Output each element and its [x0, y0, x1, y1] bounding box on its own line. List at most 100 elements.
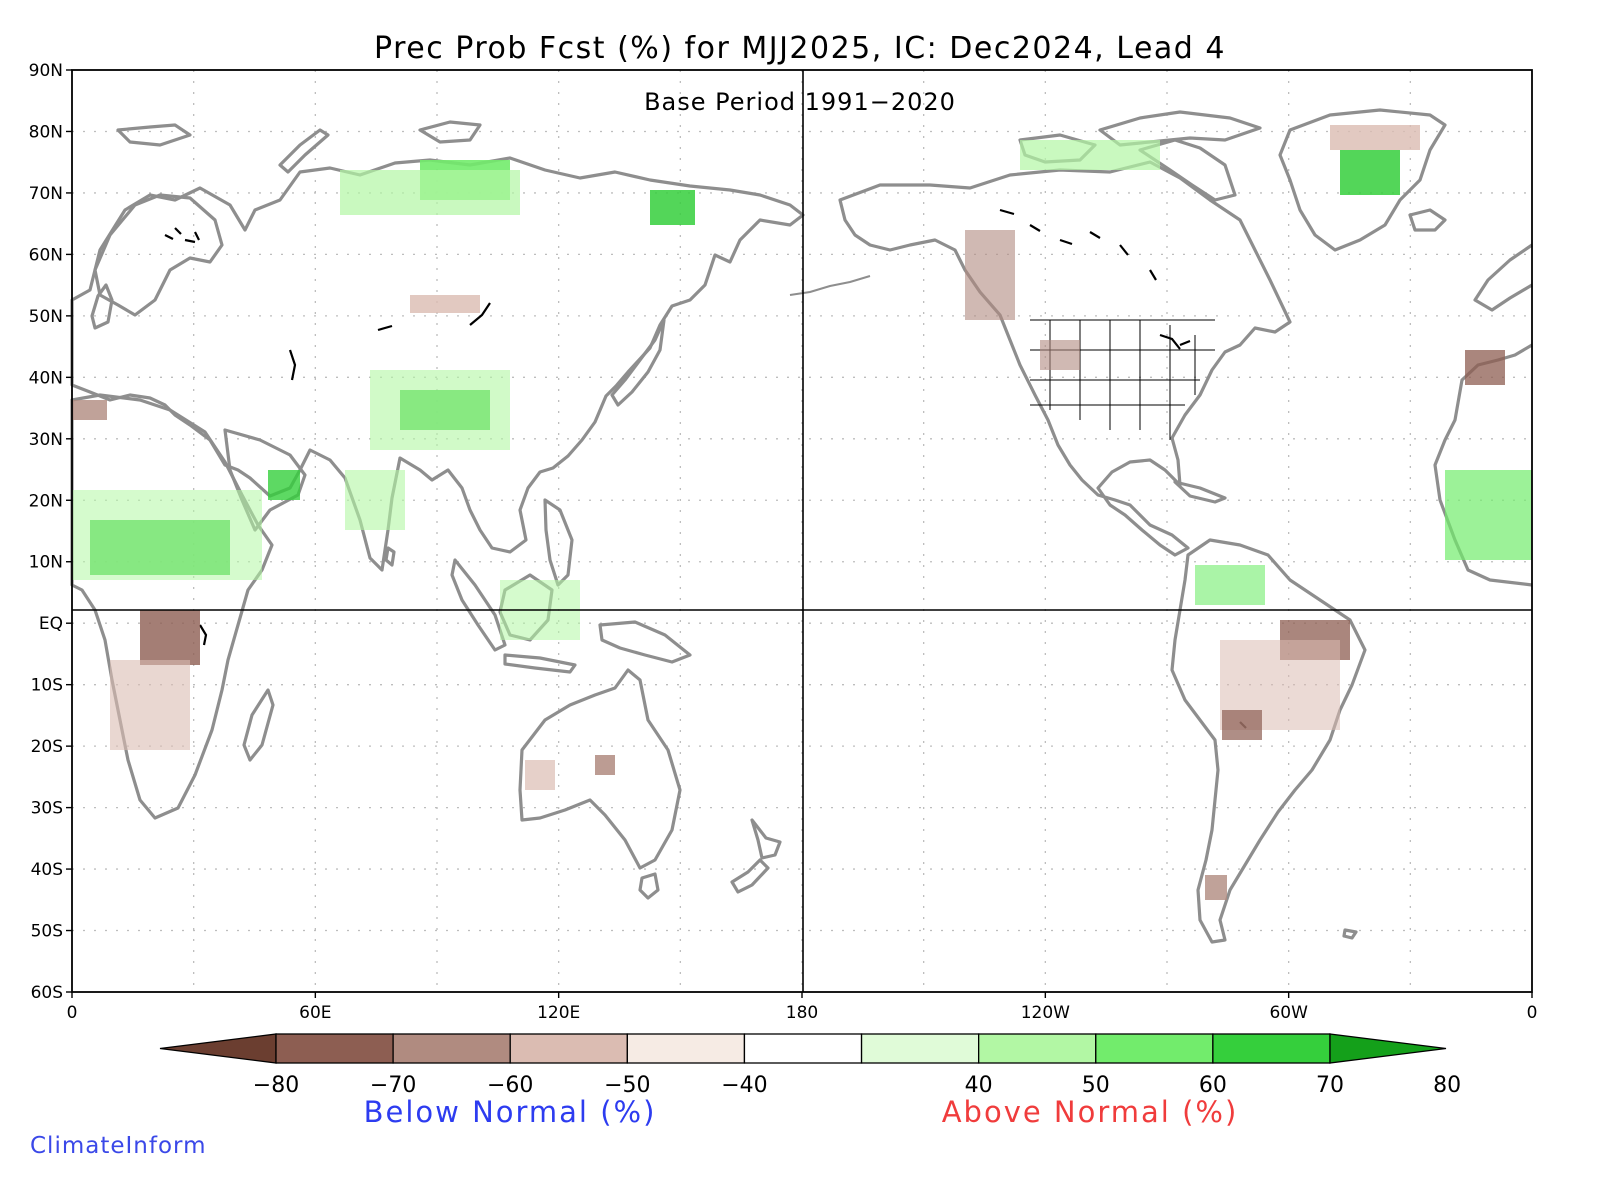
lat-tick-label: 30S: [31, 799, 63, 819]
graticule-gridlines: [72, 70, 1532, 992]
colorbar-bin: [860, 1033, 980, 1064]
credit-label: ClimateInform: [30, 1133, 207, 1159]
lake-baikal: [469, 302, 491, 326]
colorbar-tick-label: −50: [604, 1073, 650, 1098]
lake-markers-canada: [999, 208, 1157, 281]
wet-patch-yakutia: [650, 190, 695, 225]
australia: [518, 668, 682, 870]
wet-patch-sahel-light: [72, 490, 262, 580]
sri-lanka: [384, 546, 396, 567]
dry-patch-central-africa: [140, 610, 200, 665]
lat-tick-label: 40N: [29, 368, 63, 388]
lat-tick-label: 20S: [31, 737, 63, 757]
dry-patch-rockies: [965, 230, 1015, 320]
lake-balkhash: [377, 324, 393, 332]
colorbar-tick-label: 80: [1433, 1073, 1461, 1098]
dry-patch-patagonia: [1205, 875, 1227, 900]
lon-tick-label: 0: [67, 1003, 78, 1023]
dry-patch-iberia-wrap: [1465, 350, 1505, 385]
iceland: [1408, 208, 1447, 232]
severnaya-zemlya: [418, 120, 482, 144]
colorbar: [159, 1033, 1447, 1064]
great-britain: [90, 283, 114, 330]
wet-patch-west-africa-wrap: [1445, 470, 1532, 560]
sumatra: [450, 558, 507, 652]
colorbar-tick-label: 60: [1199, 1073, 1227, 1098]
lat-tick-label: 90N: [29, 61, 63, 81]
lat-tick-label: 20N: [29, 491, 63, 511]
caspian-sea: [288, 349, 297, 381]
colorbar-bin: [978, 1033, 1097, 1064]
novaya-zemlya: [278, 128, 330, 174]
lon-tick-label: 60W: [1269, 1003, 1308, 1023]
wet-patch-india: [345, 470, 405, 530]
tasmania: [638, 872, 660, 900]
great-lakes: [1159, 333, 1191, 350]
lon-tick-label: 180: [786, 1003, 818, 1023]
java: [503, 653, 577, 674]
scandinavia: [93, 193, 224, 317]
lake-markers-scandinavia: [164, 227, 200, 244]
colorbar-tick-label: 50: [1082, 1073, 1110, 1098]
lon-tick-label: 60E: [299, 1003, 331, 1023]
dry-patch-southern-africa: [110, 660, 190, 750]
lon-tick-label: 120E: [537, 1003, 580, 1023]
lon-tick-label: 0: [1527, 1003, 1538, 1023]
new-guinea: [598, 620, 692, 664]
colorbar-bin: [626, 1033, 746, 1064]
lat-tick-label: EQ: [39, 614, 63, 634]
cuba: [1173, 480, 1227, 504]
lat-tick-label: 60S: [31, 983, 63, 1003]
colorbar-bin: [509, 1033, 628, 1064]
wet-patch-tibet-light: [370, 370, 510, 450]
arabian-peninsula: [223, 428, 307, 532]
dry-patch-australia: [595, 755, 615, 775]
baffin-island: [1138, 138, 1237, 202]
lat-tick-label: 60N: [29, 245, 63, 265]
lat-tick-label: 70N: [29, 184, 63, 204]
colorbar-bin: [1095, 1033, 1214, 1064]
lon-tick-label: 120W: [1021, 1003, 1070, 1023]
africa: [70, 393, 274, 820]
probability-shading: [72, 125, 1532, 900]
latitude-axis: 90N 80N 70N 60N 50N 40N 30N 20N 10N EQ 10S 20S 30S 40…: [29, 61, 72, 1003]
dry-patch-great-basin: [1040, 340, 1080, 370]
madagascar: [242, 688, 275, 762]
colorbar-tick-label: −60: [487, 1073, 533, 1098]
lat-tick-label: 50S: [31, 922, 63, 942]
longitude-axis: 0 60E 120E 180 120W 60W 0: [67, 992, 1538, 1023]
colorbar-tick-label: −40: [721, 1073, 767, 1098]
colorbar-bin: [1212, 1033, 1331, 1064]
lat-tick-label: 50N: [29, 307, 63, 327]
colorbar-tick-label: 40: [965, 1073, 993, 1098]
colorbar-tick-labels: −80 −70 −60 −50 −40 40 50 60 70 80: [253, 1073, 1461, 1098]
colorbar-high-extend: [1329, 1033, 1447, 1064]
below-normal-label: Below Normal (%): [364, 1095, 657, 1129]
new-zealand-north: [750, 818, 782, 860]
europe-wrap: [1473, 243, 1533, 312]
falkland-islands: [1342, 928, 1358, 940]
dry-patch-greenland-north: [1330, 125, 1420, 150]
dry-patch-australia-light: [525, 760, 555, 790]
wet-patch-siberia-north-light: [340, 170, 520, 215]
map-title: Prec Prob Fcst (%) for MJJ2025, IC: Dec2…: [374, 31, 1226, 66]
colorbar-tick-label: −70: [370, 1073, 416, 1098]
lat-tick-label: 30N: [29, 430, 63, 450]
dry-patch-mongolia: [410, 295, 480, 313]
dry-patch-bolivia: [1222, 710, 1262, 740]
colorbar-tick-label: −80: [253, 1073, 299, 1098]
greenland: [1278, 108, 1447, 252]
colorbar-bin: [743, 1033, 863, 1064]
base-period-label: Base Period 1991−2020: [644, 88, 956, 116]
wet-patch-amazon: [1195, 565, 1265, 605]
svalbard: [116, 123, 192, 147]
map-plot-area: [72, 70, 1532, 992]
wet-patch-arctic-canada: [1020, 140, 1160, 170]
lake-victoria: [199, 624, 208, 646]
above-normal-label: Above Normal (%): [942, 1095, 1239, 1129]
lat-tick-label: 10N: [29, 553, 63, 573]
lat-tick-label: 40S: [31, 860, 63, 880]
wet-patch-greenland: [1340, 150, 1400, 195]
colorbar-bin: [275, 1033, 394, 1064]
